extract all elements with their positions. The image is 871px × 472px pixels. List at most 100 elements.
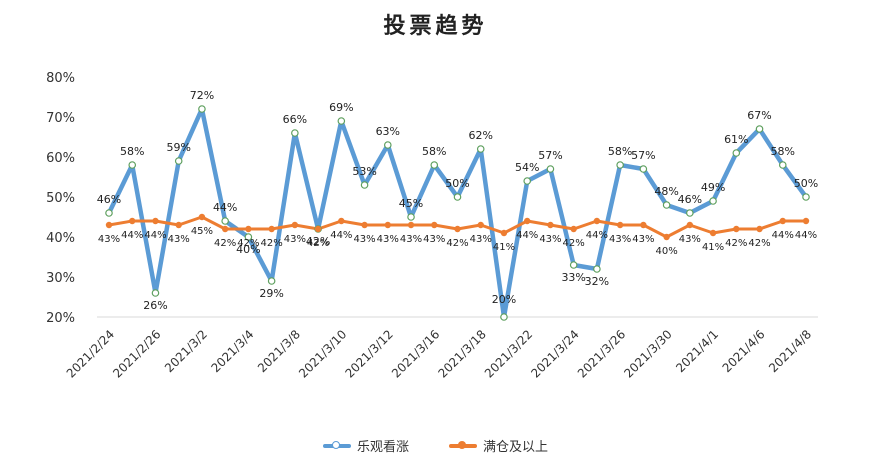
data-label-full-position: 42% [725, 238, 747, 249]
data-label-full-position: 43% [400, 234, 422, 245]
data-point-optimistic [151, 289, 160, 297]
data-point-optimistic [198, 105, 206, 113]
data-point-optimistic [360, 181, 369, 189]
legend-swatch-full-position [449, 440, 477, 452]
x-tick-label: 2021/4/8 [766, 327, 814, 375]
data-point-full-position [152, 217, 159, 225]
data-label-full-position: 43% [423, 234, 445, 245]
data-point-optimistic [732, 149, 741, 157]
data-point-full-position [802, 217, 810, 225]
data-point-optimistic [128, 161, 137, 169]
data-label-full-position: 41% [493, 242, 515, 253]
data-label-full-position: 44% [144, 230, 166, 241]
y-tick-label: 20% [46, 311, 75, 326]
data-point-optimistic [267, 277, 276, 285]
chart-title: 投票趋势 [383, 13, 488, 39]
x-tick-label: 2021/3/2 [162, 327, 210, 375]
data-label-full-position: 44% [795, 230, 817, 241]
data-label-full-position: 43% [168, 234, 190, 245]
x-tick-label: 2021/4/1 [673, 327, 721, 375]
y-tick-label: 70% [46, 111, 75, 126]
data-point-optimistic [755, 125, 764, 133]
data-point-optimistic [407, 213, 415, 221]
data-label-full-position: 42% [237, 238, 259, 249]
legend: 乐观看涨 满仓及以上 [0, 436, 871, 455]
x-tick-label: 2021/3/8 [255, 327, 303, 375]
data-label-optimistic: 46% [678, 193, 702, 206]
data-point-optimistic [593, 265, 601, 273]
x-tick-label: 2021/3/22 [482, 327, 535, 380]
legend-label-optimistic: 乐观看涨 [356, 440, 409, 455]
x-tick-label: 2021/3/30 [621, 327, 674, 380]
data-point-optimistic [639, 165, 648, 173]
data-label-optimistic: 69% [329, 101, 353, 114]
data-label-full-position: 43% [632, 234, 654, 245]
data-label-optimistic: 58% [120, 145, 144, 158]
data-point-optimistic [453, 193, 462, 201]
data-point-full-position [500, 229, 508, 237]
data-label-full-position: 42% [261, 238, 283, 249]
y-tick-label: 80% [46, 71, 75, 86]
data-point-optimistic [383, 141, 392, 149]
data-label-optimistic: 58% [771, 145, 795, 158]
data-label-optimistic: 54% [515, 161, 539, 174]
data-point-full-position [547, 221, 554, 229]
data-label-full-position: 43% [470, 234, 492, 245]
data-label-optimistic: 48% [654, 185, 678, 198]
data-label-full-position: 43% [284, 234, 306, 245]
data-point-full-position [431, 221, 438, 229]
x-tick-label: 2021/2/24 [64, 327, 117, 380]
data-point-full-position [593, 217, 601, 225]
data-point-optimistic [686, 209, 694, 217]
data-point-optimistic [778, 161, 787, 169]
data-point-full-position [756, 225, 763, 233]
data-point-optimistic [662, 201, 671, 209]
y-tick-label: 60% [46, 151, 75, 166]
legend-swatch-optimistic [322, 440, 351, 452]
data-point-optimistic [546, 165, 555, 173]
data-label-optimistic: 45% [399, 197, 423, 210]
x-tick-label: 2021/3/10 [296, 327, 349, 380]
legend-item-full-position: 满仓及以上 [449, 436, 548, 455]
data-point-optimistic [523, 177, 532, 185]
x-tick-label: 2021/4/6 [720, 327, 768, 375]
data-label-optimistic: 42% [306, 235, 330, 248]
data-label-optimistic: 63% [376, 125, 400, 138]
data-point-full-position [175, 221, 182, 229]
data-label-optimistic: 26% [143, 299, 167, 312]
data-point-full-position [640, 221, 647, 229]
data-label-optimistic: 61% [724, 133, 748, 146]
data-label-full-position: 43% [98, 234, 120, 245]
data-label-full-position: 42% [446, 238, 468, 249]
data-point-full-position [477, 221, 484, 229]
data-point-optimistic [802, 193, 810, 201]
data-point-full-position [407, 221, 415, 229]
data-point-optimistic [500, 313, 508, 321]
data-label-optimistic: 67% [747, 109, 771, 122]
data-point-optimistic [221, 217, 229, 225]
y-tick-label: 50% [46, 191, 75, 206]
data-point-optimistic [476, 145, 485, 153]
data-label-optimistic: 72% [190, 89, 214, 102]
data-point-full-position [268, 225, 275, 233]
data-point-full-position [384, 221, 391, 229]
data-label-full-position: 42% [307, 238, 329, 249]
data-label-full-position: 44% [516, 230, 538, 241]
data-label-full-position: 44% [330, 230, 352, 241]
data-point-full-position [779, 217, 786, 225]
data-point-optimistic [174, 157, 183, 165]
data-point-full-position [733, 225, 740, 233]
x-tick-label: 2021/3/24 [528, 327, 581, 380]
data-label-full-position: 43% [679, 234, 701, 245]
data-label-full-position: 40% [655, 246, 677, 257]
data-label-optimistic: 59% [166, 141, 190, 154]
data-label-optimistic: 57% [631, 149, 655, 162]
data-label-optimistic: 57% [538, 149, 562, 162]
data-label-optimistic: 46% [97, 193, 121, 206]
data-label-optimistic: 32% [585, 275, 609, 288]
data-label-optimistic: 20% [492, 293, 516, 306]
data-label-optimistic: 50% [794, 177, 818, 190]
x-tick-label: 2021/3/26 [575, 327, 628, 380]
x-tick-label: 2021/3/18 [435, 327, 488, 380]
